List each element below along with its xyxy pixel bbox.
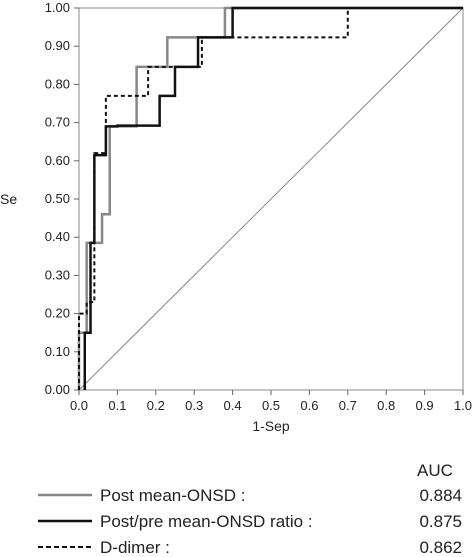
y-axis-label: Se [0, 191, 17, 207]
x-tick-label: 0.2 [147, 398, 165, 413]
x-tick-label: 0.4 [224, 398, 242, 413]
reference-diagonal [78, 7, 464, 391]
y-tick-label: 0.70 [45, 115, 70, 130]
y-tick-label: 0.60 [45, 153, 70, 168]
y-tick-label: 0.10 [45, 344, 70, 359]
legend-auc-value: 0.862 [419, 538, 462, 557]
series-line-2 [83, 6, 463, 390]
y-axis: 0.00 0.10 0.20 0.30 0.40 0.50 0.60 0.70 0.80 0.90… [45, 0, 79, 397]
legend-series-name: D-dimer : [100, 538, 170, 557]
x-tick-label: 0.3 [185, 398, 203, 413]
x-axis-label: 1-Sep [252, 418, 290, 434]
legend-auc-value: 0.875 [419, 512, 462, 531]
y-tick-label: 0.50 [45, 191, 70, 206]
legend-series-name: Post/pre mean-ONSD ratio : [100, 512, 313, 531]
series-lines [77, 6, 463, 390]
y-tick-label: 1.00 [45, 0, 70, 15]
x-tick-label: 0.7 [339, 398, 357, 413]
y-tick-label: 0.00 [45, 382, 70, 397]
x-tick-label: 0.5 [262, 398, 280, 413]
y-tick-label: 0.20 [45, 306, 70, 321]
legend-series-name: Post mean-ONSD : [100, 486, 246, 505]
legend-header-auc: AUC [417, 461, 453, 480]
x-tick-label: 0.0 [70, 398, 88, 413]
y-tick-label: 0.40 [45, 229, 70, 244]
x-tick-label: 0.9 [416, 398, 434, 413]
x-tick-label: 0.1 [108, 398, 126, 413]
legend: Post mean-ONSD : 0.884 Post/pre mean-ONSD … [38, 486, 462, 557]
x-tick-label: 0.8 [377, 398, 395, 413]
y-tick-label: 0.90 [45, 38, 70, 53]
x-tick-label: 0.6 [300, 398, 318, 413]
y-tick-label: 0.80 [45, 76, 70, 91]
x-tick-label: 1.0 [454, 398, 472, 413]
x-axis: 0.0 0.1 0.2 0.3 0.4 0.5 0.6 0.7 0.8 0.9 1.0 [70, 390, 472, 413]
y-tick-label: 0.30 [45, 267, 70, 282]
legend-auc-value: 0.884 [419, 486, 462, 505]
series-line-3 [78, 7, 463, 390]
